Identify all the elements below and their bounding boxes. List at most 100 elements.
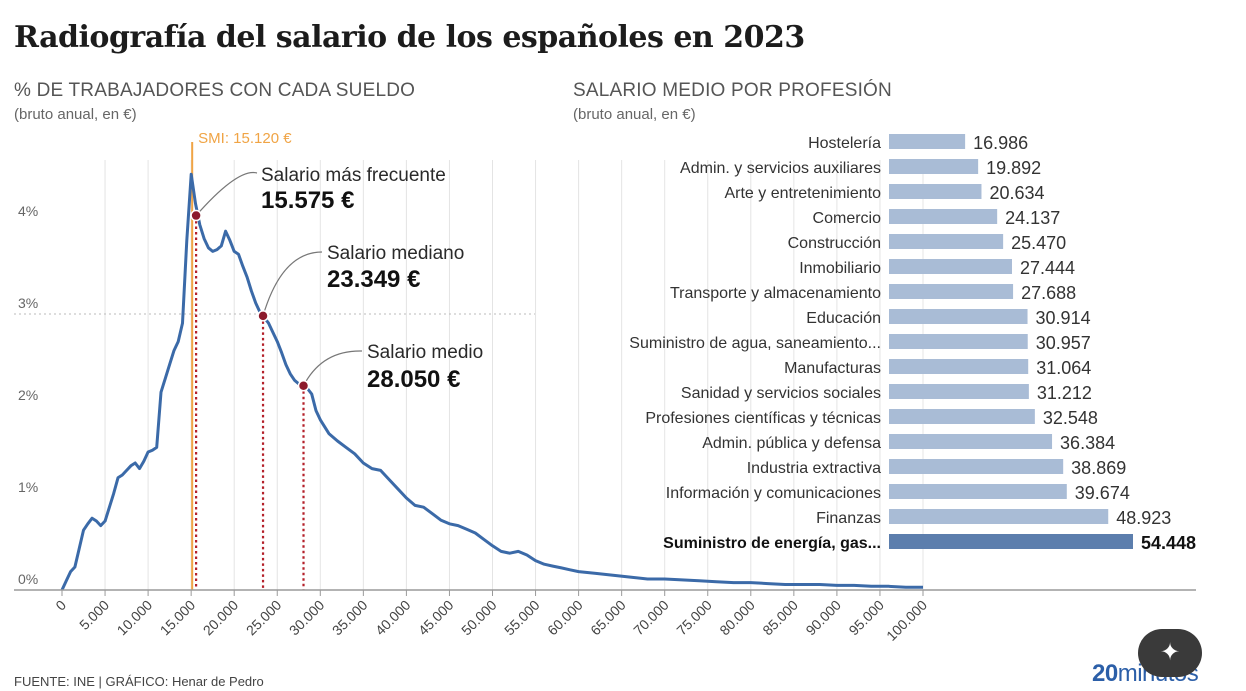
x-tick-label: 15.000: [157, 597, 199, 639]
y-tick-label: 2%: [18, 387, 38, 403]
annotation-marker: [297, 380, 310, 392]
x-tick-label: 40.000: [372, 597, 414, 639]
right-chart-heading: SALARIO MEDIO POR PROFESIÓN: [573, 80, 892, 101]
profession-bar: [889, 334, 1028, 349]
profession-value: 38.869: [1071, 458, 1126, 478]
profession-bar: [889, 484, 1067, 499]
x-tick-label: 10.000: [114, 597, 156, 639]
x-tick-label: 75.000: [673, 597, 715, 639]
profession-label: Sanidad y servicios sociales: [681, 385, 881, 402]
profession-value: 16.986: [973, 133, 1028, 153]
profession-label: Suministro de energía, gas...: [663, 535, 881, 552]
profession-label: Industria extractiva: [747, 460, 881, 477]
brand-logo-number: 20: [1092, 660, 1118, 687]
x-tick-label: 50.000: [458, 597, 500, 639]
profession-label: Comercio: [813, 210, 882, 227]
profession-value: 27.688: [1021, 283, 1076, 303]
profession-label: Construcción: [788, 235, 881, 252]
x-tick-label: 20.000: [200, 597, 242, 639]
right-chart-subheading: (bruto anual, en €): [573, 106, 696, 123]
profession-value: 24.137: [1005, 208, 1060, 228]
profession-label: Transporte y almacenamiento: [670, 285, 881, 302]
profession-bar: [889, 459, 1064, 474]
annotation-label: Salario más frecuente: [261, 165, 446, 186]
smi-label: SMI: 15.120 €: [198, 130, 292, 147]
profession-label: Admin. y servicios auxiliares: [680, 160, 881, 177]
profession-label: Información y comunicaciones: [666, 485, 881, 502]
profession-value: 30.914: [1036, 308, 1091, 328]
profession-bar: [889, 234, 1004, 249]
profession-bar: [889, 509, 1109, 524]
profession-label: Profesiones científicas y técnicas: [645, 410, 881, 427]
annotation-label: Salario mediano: [327, 243, 464, 264]
profession-value: 48.923: [1116, 508, 1171, 528]
profession-bar: [889, 284, 1014, 299]
profession-value: 25.470: [1011, 233, 1066, 253]
profession-label: Admin. pública y defensa: [702, 435, 881, 452]
x-axis-ticks: 0 5.000 10.000 15.000 20.000 25.000 30.000 35.0…: [52, 590, 930, 644]
x-tick-label: 35.000: [329, 597, 371, 639]
profession-value: 19.892: [986, 158, 1041, 178]
magic-wand-icon[interactable]: ✦: [1138, 629, 1202, 677]
annotation-leader-line: [262, 251, 323, 317]
profession-bar: [889, 184, 982, 199]
profession-label: Inmobiliario: [799, 260, 881, 277]
profession-bar: [889, 209, 998, 224]
annotation-marker: [257, 310, 269, 322]
profession-bar: [889, 159, 979, 174]
x-tick-label: 5.000: [76, 597, 112, 633]
annotation-leader-line: [302, 350, 363, 387]
profession-bar: [889, 534, 1133, 549]
annotation-value: 15.575 €: [261, 187, 354, 214]
annotation-marker: [190, 209, 202, 222]
profession-label: Educación: [806, 310, 881, 327]
profession-bar-chart: Hostelería 16.986 Admin. y servicios auxil…: [629, 133, 1196, 553]
x-tick-label: 100.000: [883, 597, 930, 644]
y-axis-ticks: 0% 1% 2% 3% 4%: [18, 203, 38, 587]
x-tick-label: 55.000: [501, 597, 543, 639]
profession-bar: [889, 359, 1029, 374]
y-tick-label: 4%: [18, 203, 38, 219]
x-tick-label: 65.000: [587, 597, 629, 639]
profession-bar: [889, 384, 1029, 399]
profession-value: 30.957: [1036, 333, 1091, 353]
x-tick-label: 25.000: [243, 597, 285, 639]
annotation-leader-line: [195, 171, 258, 216]
profession-value: 27.444: [1020, 258, 1075, 278]
profession-bar: [889, 134, 966, 149]
x-tick-label: 90.000: [802, 597, 844, 639]
x-tick-label: 45.000: [415, 597, 457, 639]
x-tick-label: 85.000: [759, 597, 801, 639]
annotation-label: Salario medio: [367, 342, 483, 363]
left-chart-subheading: (bruto anual, en €): [14, 106, 137, 123]
profession-bar: [889, 259, 1012, 274]
chart-grid: [14, 160, 924, 590]
left-chart-heading: % DE TRABAJADORES CON CADA SUELDO: [14, 80, 416, 101]
x-tick-label: 95.000: [845, 597, 887, 639]
y-tick-label: 3%: [18, 295, 38, 311]
x-tick-label: 60.000: [544, 597, 586, 639]
page-title: Radiografía del salario de los españoles…: [14, 20, 805, 55]
x-tick-label: 70.000: [630, 597, 672, 639]
profession-value: 39.674: [1075, 483, 1130, 503]
y-tick-label: 0%: [18, 571, 38, 587]
annotation-value: 23.349 €: [327, 266, 420, 293]
profession-label: Manufacturas: [784, 360, 881, 377]
y-tick-label: 1%: [18, 479, 38, 495]
profession-value: 31.212: [1037, 383, 1092, 403]
profession-value: 31.064: [1036, 358, 1091, 378]
profession-value: 32.548: [1043, 408, 1098, 428]
profession-label: Suministro de agua, saneamiento...: [629, 335, 881, 352]
profession-value: 54.448: [1141, 533, 1196, 553]
source-footer: FUENTE: INE | GRÁFICO: Henar de Pedro: [14, 674, 264, 689]
profession-bar: [889, 409, 1035, 424]
x-tick-label: 30.000: [286, 597, 328, 639]
profession-label: Finanzas: [816, 510, 881, 527]
profession-bar: [889, 434, 1053, 449]
profession-value: 20.634: [989, 183, 1044, 203]
profession-value: 36.384: [1060, 433, 1115, 453]
x-tick-label: 80.000: [716, 597, 758, 639]
profession-bar: [889, 309, 1028, 324]
